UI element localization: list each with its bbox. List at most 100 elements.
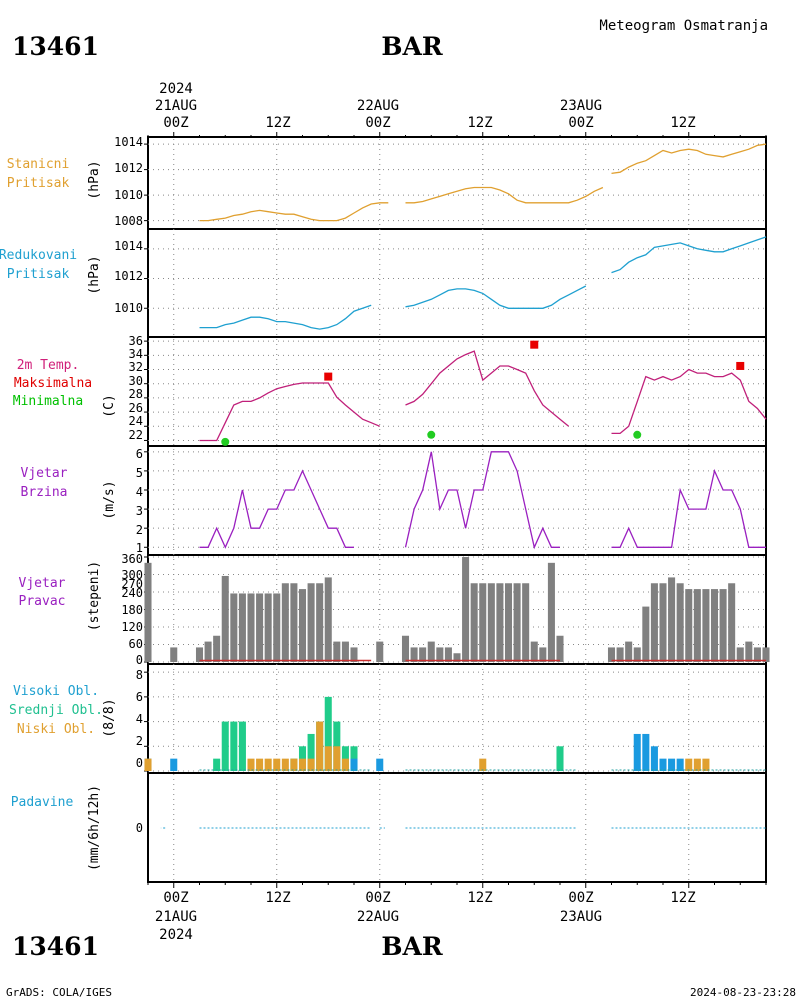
bottom-date-1: 21AUG: [155, 909, 197, 925]
wind-direction-bar: [256, 593, 264, 662]
reduced-pressure-line: [199, 304, 372, 330]
wind-direction-bar: [650, 583, 658, 662]
wind-direction-bar: [522, 583, 530, 662]
low-cloud-bar: [316, 721, 324, 771]
wind-direction-bar: [444, 647, 452, 662]
temp-ytick: 24: [129, 414, 143, 428]
wind-direction-bar: [281, 583, 289, 662]
high-cloud-bar: [668, 758, 676, 771]
wind-direction-bar: [419, 647, 427, 662]
station-id-top: 13461: [12, 32, 99, 61]
clouds-label-1: Visoki Obl.: [13, 684, 99, 699]
wind-direction-bar: [298, 589, 307, 662]
precip-label: Padavine: [11, 795, 74, 810]
low-cloud-bar: [333, 746, 341, 771]
wind-direction-bar: [401, 635, 410, 662]
wind-direction-bar: [702, 589, 710, 662]
wind-direction-bar: [264, 593, 272, 662]
low-cloud-bar: [298, 758, 307, 771]
clouds-ytick: 6: [136, 690, 143, 704]
clouds-label-2: Srednji Obl.: [9, 703, 103, 718]
wind-direction-bar: [462, 557, 470, 662]
precip-yticks: 0: [136, 821, 143, 835]
wind-direction-bar: [290, 583, 298, 662]
station-pressure-line: [611, 143, 767, 175]
low-cloud-bar: [256, 758, 264, 771]
clouds-ytick: 4: [136, 712, 143, 726]
low-cloud-bar: [290, 758, 298, 771]
wind-direction-bar: [745, 641, 753, 662]
max-temp-marker: [736, 361, 745, 370]
pressure-ytick: 1012: [114, 161, 143, 175]
wind-direction-bar: [341, 641, 349, 662]
mid-cloud-bar: [230, 721, 238, 771]
temperature-panel: [147, 336, 767, 447]
wind-dir-ytick: 180: [121, 603, 143, 617]
wind-direction-bar: [693, 589, 701, 662]
mid-cloud-bar: [324, 696, 332, 771]
wind-direction-bar: [376, 641, 384, 662]
reduced-ytick: 1014: [114, 239, 143, 253]
wind-direction-bar: [170, 647, 178, 662]
reduced-pressure-line: [611, 236, 767, 274]
top-hour-3: 00Z: [365, 115, 390, 131]
top-hour-2: 12Z: [265, 115, 290, 131]
mid-cloud-bar: [221, 721, 229, 771]
bottom-hour-1: 00Z: [163, 890, 188, 906]
bottom-hour-3: 00Z: [365, 890, 390, 906]
low-cloud-bar: [685, 758, 693, 771]
min-temp-marker: [221, 437, 230, 446]
wind-speed-line: [611, 468, 766, 548]
pressure-unit: (hPa): [87, 160, 102, 199]
wind-direction-bar: [513, 583, 521, 662]
wind-direction-bar: [333, 641, 341, 662]
wind-direction-bar: [213, 635, 221, 662]
station-pressure-line: [405, 186, 604, 204]
precip-unit: (mm/6h/12h): [87, 785, 102, 871]
low-cloud-bar: [144, 758, 152, 771]
wind-direction-bar: [556, 635, 564, 662]
temp-yticks: 36 34 32 30 28 26 24 22: [129, 334, 143, 442]
chart-data-layer: [144, 143, 770, 829]
reduced-ytick: 1012: [114, 269, 143, 283]
mid-cloud-bar: [238, 721, 246, 771]
year-top: 2024: [159, 81, 193, 97]
wind-direction-bar: [195, 647, 204, 662]
low-cloud-bar: [273, 758, 281, 771]
pressure-panel: [147, 136, 767, 230]
pressure-ytick: 1014: [114, 135, 143, 149]
wind-direction-bar: [316, 583, 324, 662]
wind-speed-ytick: 4: [136, 485, 143, 499]
station-name-bottom: BAR: [381, 932, 443, 961]
temperature-line: [611, 368, 767, 435]
wind-direction-bar: [736, 647, 744, 662]
wind-speed-label-1: Vjetar: [21, 466, 68, 481]
wind-direction-bar: [479, 583, 487, 662]
clouds-ytick: 2: [136, 734, 143, 748]
reduced-label-1: Redukovani: [0, 248, 77, 263]
high-cloud-bar: [376, 758, 384, 771]
wind-direction-bar: [307, 583, 315, 662]
wind-dir-ytick: 60: [129, 637, 143, 651]
temp-label-1: 2m Temp.: [17, 358, 80, 373]
wind-direction-bar: [221, 575, 229, 662]
high-cloud-bar: [633, 733, 641, 771]
wind-direction-bar: [487, 583, 495, 662]
temp-ytick: 36: [129, 334, 143, 348]
wind-direction-bar: [410, 647, 418, 662]
wind-direction-bar: [668, 577, 676, 662]
high-cloud-bar: [170, 758, 178, 771]
high-cloud-bar: [676, 758, 684, 771]
wind-direction-bar: [547, 562, 555, 662]
wind-speed-yticks: 6 5 4 3 2 1: [136, 447, 143, 555]
wind-speed-line: [199, 469, 354, 549]
pressure-yticks: 1014 1012 1010 1008: [114, 135, 143, 228]
wind-speed-ytick: 2: [136, 523, 143, 537]
top-date-3: 22AUG: [357, 98, 399, 114]
reduced-label-2: Pritisak: [7, 267, 70, 282]
footer-credit: GrADS: COLA/IGES: [6, 986, 112, 999]
pressure-label-1: Stanicni: [7, 157, 70, 172]
wind-dir-ytick: 270: [121, 577, 143, 591]
wind-direction-bar: [710, 589, 719, 662]
